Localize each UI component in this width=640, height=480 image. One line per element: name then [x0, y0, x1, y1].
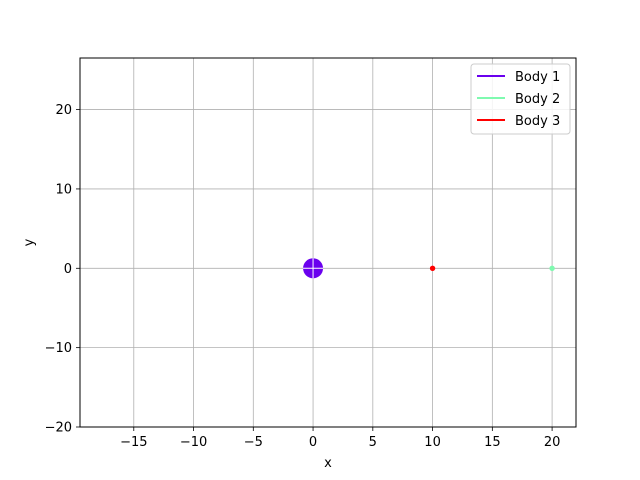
legend-label: Body 2	[515, 92, 560, 107]
x-tick-label: −5	[244, 435, 263, 450]
body-marker	[549, 265, 555, 271]
legend-label: Body 3	[515, 114, 560, 129]
y-axis-label: y	[22, 238, 37, 246]
data-marks	[303, 258, 555, 279]
x-tick-label: −15	[120, 435, 147, 450]
legend: Body 1 Body 2 Body 3	[470, 63, 571, 135]
y-tick-label: 10	[55, 182, 72, 197]
body-marker	[429, 265, 436, 271]
y-tick-label: 20	[55, 103, 72, 118]
plot-frame	[79, 57, 577, 428]
x-axis-label: x	[324, 456, 332, 471]
x-tick-label: 10	[424, 435, 441, 450]
legend-label: Body 1	[515, 70, 560, 85]
x-tick-label: 15	[484, 435, 501, 450]
x-tick-label: −10	[180, 435, 207, 450]
legend-box	[470, 63, 571, 135]
y-tick-label: −10	[45, 341, 72, 356]
x-tick-label: 20	[544, 435, 561, 450]
axis-ticks: −15 −10 −5 0 5 10 15 20 −20 −10 0 10 20	[45, 103, 561, 450]
y-tick-label: 0	[64, 262, 72, 277]
x-tick-label: 5	[369, 435, 377, 450]
x-tick-label: 0	[309, 435, 317, 450]
y-tick-label: −20	[45, 421, 72, 436]
